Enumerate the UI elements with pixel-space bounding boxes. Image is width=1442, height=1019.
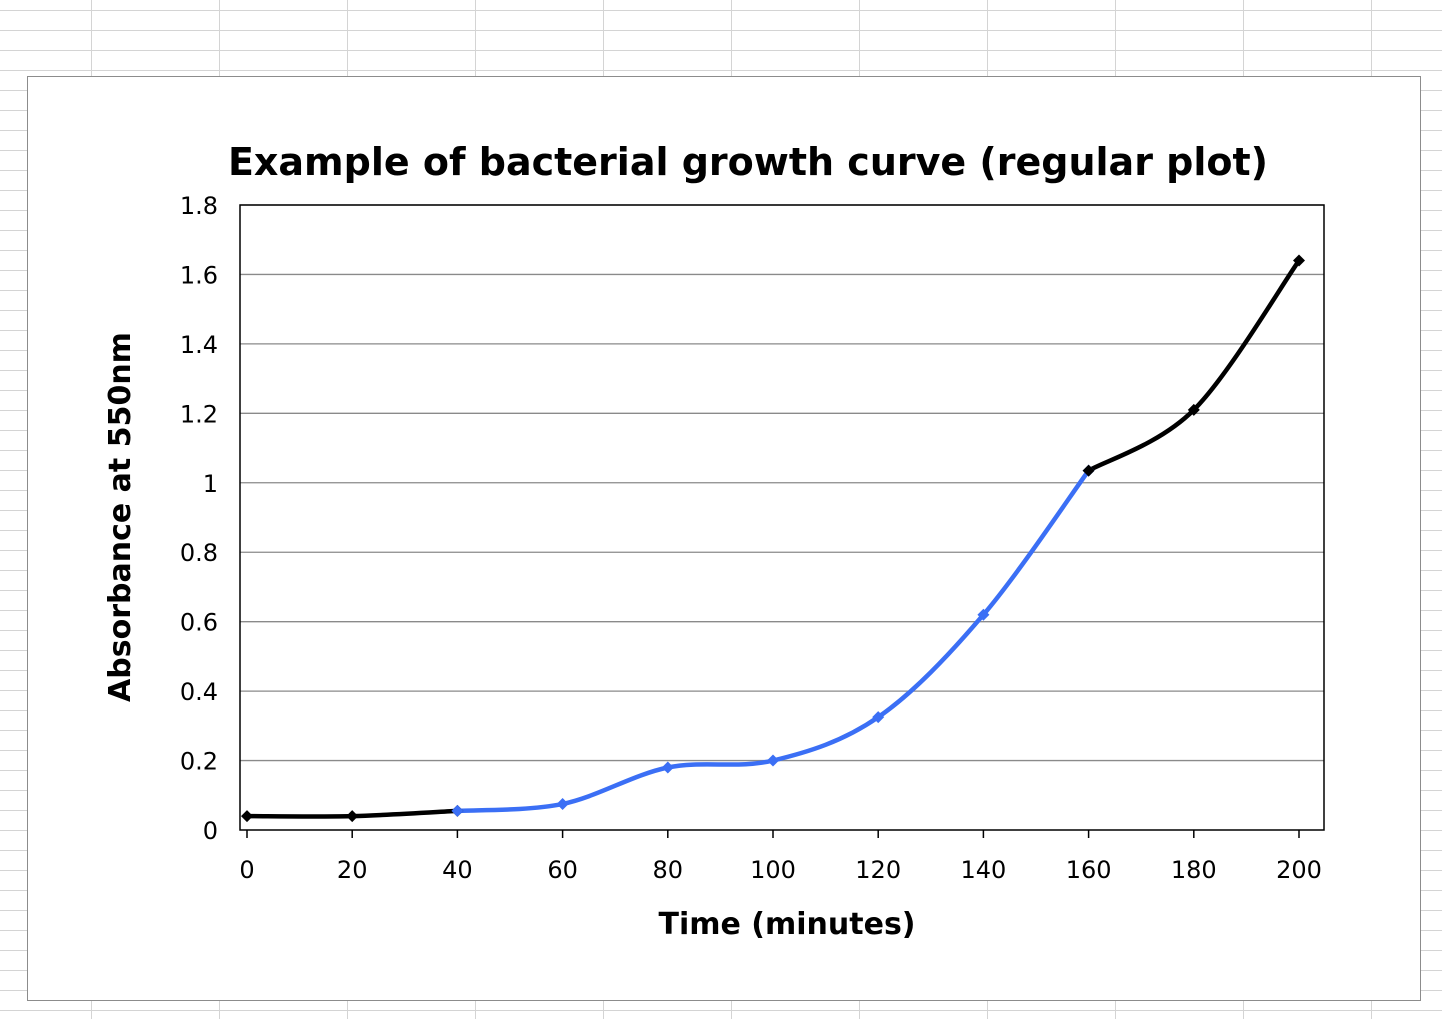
x-tick-label: 180 bbox=[1171, 856, 1217, 884]
x-tick-label: 120 bbox=[855, 856, 901, 884]
series-line-3 bbox=[1089, 261, 1299, 471]
x-tick-label: 40 bbox=[442, 856, 473, 884]
data-point-marker bbox=[451, 805, 463, 817]
x-tick-label: 20 bbox=[337, 856, 368, 884]
y-tick-label: 1.8 bbox=[180, 192, 218, 220]
y-tick-label: 1.4 bbox=[180, 331, 218, 359]
y-tick-label: 1.6 bbox=[180, 261, 218, 289]
x-tick-label: 0 bbox=[239, 856, 254, 884]
y-axis-title: Absorbance at 550nm bbox=[103, 332, 138, 702]
data-point-marker bbox=[662, 762, 674, 774]
y-tick-label: 0.6 bbox=[180, 609, 218, 637]
chart-title: Example of bacterial growth curve (regul… bbox=[228, 140, 1268, 184]
x-tick-label: 160 bbox=[1066, 856, 1112, 884]
data-point-marker bbox=[557, 798, 569, 810]
y-tick-label: 0 bbox=[203, 817, 218, 845]
data-point-marker bbox=[767, 755, 779, 767]
data-point-marker bbox=[346, 810, 358, 822]
y-tick-label: 1.2 bbox=[180, 400, 218, 428]
x-tick-label: 60 bbox=[547, 856, 578, 884]
x-tick-label: 140 bbox=[960, 856, 1006, 884]
x-axis-title: Time (minutes) bbox=[658, 907, 915, 942]
y-tick-label: 0.8 bbox=[180, 539, 218, 567]
y-tick-label: 0.2 bbox=[180, 748, 218, 776]
plot-border bbox=[240, 205, 1324, 830]
x-tick-label: 200 bbox=[1276, 856, 1322, 884]
x-tick-label: 100 bbox=[750, 856, 796, 884]
plot-area: 0 0.2 0.4 0.6 0.8 1 1.2 1.4 1.6 1.8 0 20 40 60 80 100 12… bbox=[180, 192, 1324, 884]
x-tick-label: 80 bbox=[653, 856, 684, 884]
y-tick-label: 1 bbox=[203, 470, 218, 498]
growth-curve-chart: Example of bacterial growth curve (regul… bbox=[28, 77, 1420, 1000]
y-tick-label: 0.4 bbox=[180, 678, 218, 706]
chart-area: Example of bacterial growth curve (regul… bbox=[27, 76, 1421, 1001]
data-point-marker bbox=[241, 810, 253, 822]
